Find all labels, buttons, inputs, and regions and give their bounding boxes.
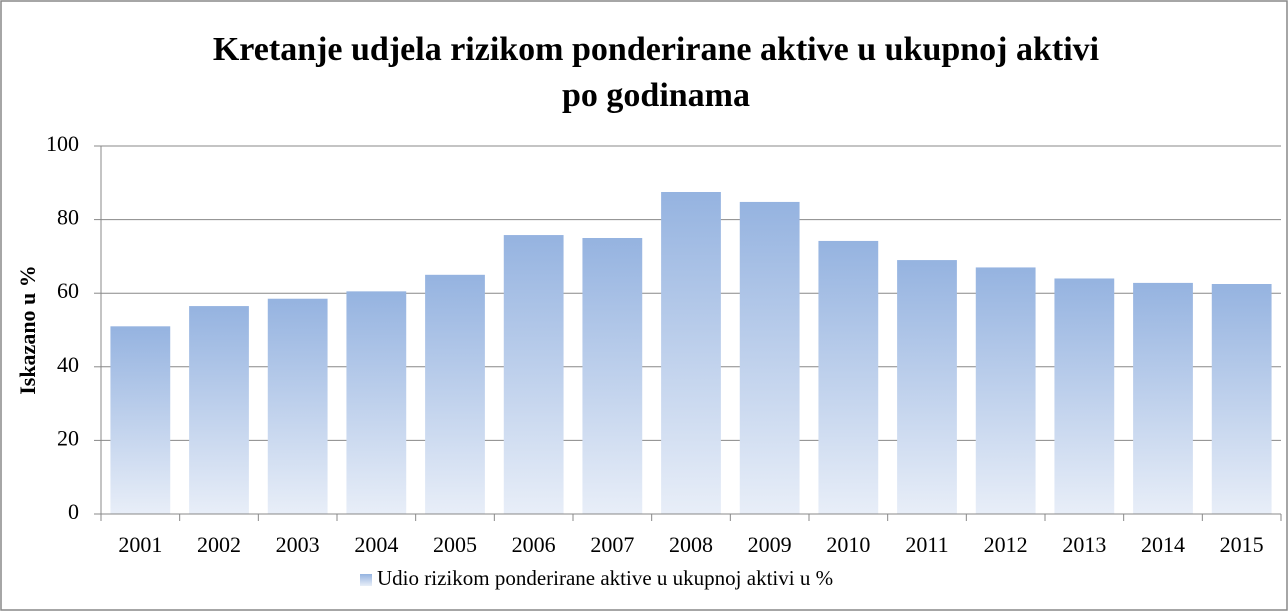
bar xyxy=(661,192,721,514)
x-tick-label: 2008 xyxy=(669,532,713,557)
bar xyxy=(975,267,1036,514)
bar xyxy=(1133,282,1193,514)
legend-label: Udio rizikom ponderirane aktive u ukupno… xyxy=(377,566,833,590)
x-tick-label: 2009 xyxy=(748,532,792,557)
bar xyxy=(189,306,249,514)
bar xyxy=(425,274,485,514)
x-tick-label: 2001 xyxy=(118,532,162,557)
x-tick-label: 2007 xyxy=(590,532,634,557)
x-tick-label: 2014 xyxy=(1141,532,1185,557)
x-tick-label: 2013 xyxy=(1062,532,1106,557)
y-tick-label: 40 xyxy=(57,352,79,377)
chart-title: Kretanje udjela rizikom ponderirane akti… xyxy=(213,31,1099,68)
x-tick-label: 2004 xyxy=(354,532,398,557)
legend-swatch xyxy=(360,574,372,586)
x-tick-label: 2015 xyxy=(1220,532,1264,557)
x-tick-label: 2003 xyxy=(276,532,320,557)
y-axis-label: Iskazano u % xyxy=(15,265,40,395)
bar xyxy=(897,260,957,514)
y-tick-label: 60 xyxy=(57,278,79,303)
y-tick-label: 80 xyxy=(57,205,79,230)
x-tick-label: 2002 xyxy=(197,532,241,557)
y-tick-label: 0 xyxy=(68,499,79,524)
bar xyxy=(818,240,879,514)
y-tick-label: 20 xyxy=(57,425,79,450)
x-tick-label: 2010 xyxy=(826,532,870,557)
x-tick-label: 2012 xyxy=(984,532,1028,557)
bar xyxy=(1054,278,1115,514)
bar xyxy=(739,201,800,514)
bar xyxy=(346,291,407,514)
bar xyxy=(582,238,643,514)
bar xyxy=(503,235,564,514)
x-tick-label: 2011 xyxy=(905,532,948,557)
bar xyxy=(110,326,171,514)
bar xyxy=(1211,284,1272,514)
bar xyxy=(267,298,328,514)
chart-title: po godinama xyxy=(562,77,750,114)
x-tick-label: 2005 xyxy=(433,532,477,557)
y-tick-label: 100 xyxy=(46,131,79,156)
x-tick-label: 2006 xyxy=(512,532,556,557)
